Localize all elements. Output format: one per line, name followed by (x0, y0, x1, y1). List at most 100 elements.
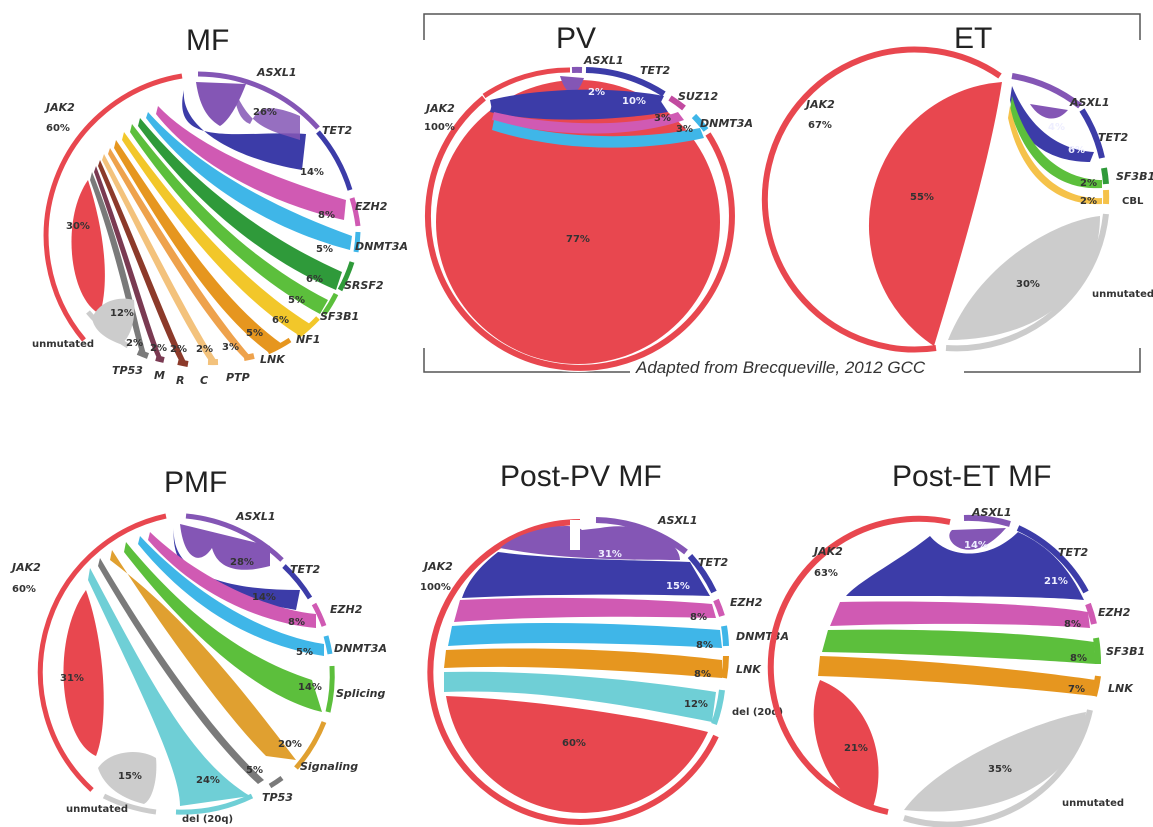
label-et-asxl1: ASXL1 (1069, 96, 1110, 109)
pct-et-asxl1: 4% (1048, 122, 1065, 133)
label-postet-jak2: JAK2 (812, 545, 843, 558)
panel-title-et: ET (954, 22, 992, 55)
pct-postet-lnk: 7% (1068, 684, 1085, 695)
pct-mf-tp53: 2% (126, 338, 143, 349)
label-postet-sf3b1: SF3B1 (1106, 645, 1145, 658)
label-mf-m: M (154, 369, 165, 382)
pct-mf-srsf2: 6% (306, 274, 323, 285)
label-mf-sf3b1: SF3B1 (320, 310, 359, 323)
label-mf-ptp: PTP (226, 371, 250, 384)
label-pmf-signaling: Signaling (300, 760, 358, 773)
label-postpv-dnmt3a: DNMT3A (736, 630, 789, 643)
label-postpv-del20q: del (20q) (732, 707, 783, 718)
pct-et-tet2: 6% (1068, 145, 1085, 156)
label-postpv-jak2: JAK2 (422, 560, 453, 573)
pv-et-bracket: Adapted from Brecqueville, 2012 GCC (423, 13, 1141, 378)
label-mf-c: C (200, 374, 208, 387)
pct-mf-jak2-only: 30% (66, 221, 90, 232)
pct-mf-sf3b1: 5% (288, 295, 305, 306)
label-mf-nf1: NF1 (296, 333, 320, 346)
pct-postet-jak2: 63% (814, 568, 838, 579)
pct-postpv-jak2: 100% (420, 582, 451, 593)
label-pmf-splicing: Splicing (336, 687, 385, 700)
label-et-jak2: JAK2 (804, 98, 835, 111)
panel-postet: Post-ET MF JAK2 63% ASXL1 14% TET2 21% E… (767, 460, 1145, 827)
label-mf-r: R (176, 374, 184, 387)
pct-mf-ezh2: 8% (318, 210, 335, 221)
label-pv-tet2: TET2 (640, 64, 671, 77)
pct-mf-jak2: 60% (46, 123, 70, 134)
pct-pv-jak2-only: 77% (566, 234, 590, 245)
pct-mf-nf1: 6% (272, 315, 289, 326)
pct-postet-unmutated: 35% (988, 764, 1012, 775)
pct-pv-dnmt3a: 3% (676, 124, 693, 135)
panel-title-pv: PV (556, 22, 596, 55)
source-note: Adapted from Brecqueville, 2012 GCC (635, 358, 926, 377)
pct-mf-lnk: 5% (246, 328, 263, 339)
label-postpv-lnk: LNK (736, 663, 762, 676)
label-mf-lnk: LNK (260, 353, 286, 366)
pct-mf-dnmt3a: 5% (316, 244, 333, 255)
panel-et: ET JAK2 67% ASXL1 4% TET2 6% SF3B1 2% CB… (761, 22, 1153, 353)
pct-postpv-ezh2: 8% (690, 612, 707, 623)
label-mf-ezh2: EZH2 (355, 200, 388, 213)
pct-mf-unmutated: 12% (110, 308, 134, 319)
pct-pmf-splicing: 14% (298, 682, 322, 693)
pct-mf-tet2: 14% (300, 167, 324, 178)
pct-pmf-unmutated: 15% (118, 771, 142, 782)
label-et-sf3b1: SF3B1 (1116, 170, 1153, 183)
label-postpv-tet2: TET2 (698, 556, 729, 569)
pct-et-sf3b1: 2% (1080, 178, 1097, 189)
label-pmf-tet2: TET2 (290, 563, 321, 576)
panel-title-pmf: PMF (164, 466, 227, 499)
pct-et-jak2: 67% (808, 120, 832, 131)
pct-pmf-tp53: 5% (246, 765, 263, 776)
label-postet-unmutated: unmutated (1062, 798, 1124, 809)
label-pmf-tp53: TP53 (262, 791, 293, 804)
pct-pmf-jak2: 60% (12, 584, 36, 595)
label-et-unmutated: unmutated (1092, 289, 1153, 300)
label-pmf-asxl1: ASXL1 (235, 510, 276, 523)
pct-postet-tet2: 21% (1044, 576, 1068, 587)
label-mf-dnmt3a: DNMT3A (355, 240, 408, 253)
label-postet-asxl1: ASXL1 (971, 506, 1012, 519)
label-pv-suz12: SUZ12 (678, 90, 718, 103)
panel-title-postet: Post-ET MF (892, 460, 1051, 493)
label-pmf-jak2: JAK2 (10, 561, 41, 574)
pct-pv-asxl1: 2% (588, 87, 605, 98)
pct-postet-ezh2: 8% (1064, 619, 1081, 630)
label-pv-jak2: JAK2 (424, 102, 455, 115)
pct-et-cbl: 2% (1080, 196, 1097, 207)
pct-mf-ptp: 3% (222, 342, 239, 353)
label-mf-srsf2: SRSF2 (344, 279, 384, 292)
pct-et-unmutated: 30% (1016, 279, 1040, 290)
pct-postet-asxl1: 14% (964, 540, 988, 551)
pct-pv-suz12: 3% (654, 113, 671, 124)
panel-title-mf: MF (186, 24, 229, 57)
label-pmf-del20q: del (20q) (182, 814, 233, 825)
panel-pv: PV JAK2 100% ASXL1 2% TET2 10% SUZ12 3% … (424, 22, 753, 372)
label-mf-asxl1: ASXL1 (256, 66, 297, 79)
pct-postpv-tet2: 15% (666, 581, 690, 592)
pct-pmf-dnmt3a: 5% (296, 647, 313, 658)
label-mf-unmutated: unmutated (32, 339, 94, 350)
pct-mf-asxl1: 26% (253, 107, 277, 118)
pct-pv-tet2: 10% (622, 96, 646, 107)
pct-pmf-ezh2: 8% (288, 617, 305, 628)
label-postpv-ezh2: EZH2 (730, 596, 763, 609)
panel-mf: MF JAK2 60% ASXL1 (32, 24, 408, 387)
label-et-tet2: TET2 (1098, 131, 1129, 144)
label-mf-tet2: TET2 (322, 124, 353, 137)
label-mf-jak2: JAK2 (44, 101, 75, 114)
pct-mf-r: 2% (170, 344, 187, 355)
pct-pmf-asxl1: 28% (230, 557, 254, 568)
pct-postpv-jak2-only: 60% (562, 738, 586, 749)
panel-pmf: PMF JAK2 60% ASXL1 28% TET2 14% EZH2 8% … (10, 466, 387, 825)
pct-et-jak2-only: 55% (910, 192, 934, 203)
label-pmf-ezh2: EZH2 (330, 603, 363, 616)
label-mf-tp53: TP53 (112, 364, 143, 377)
panel-postpv: Post-PV MF JAK2 100% ASXL1 31% TET2 15% … (420, 460, 789, 825)
pct-pv-jak2: 100% (424, 122, 455, 133)
pct-postpv-dnmt3a: 8% (696, 640, 713, 651)
